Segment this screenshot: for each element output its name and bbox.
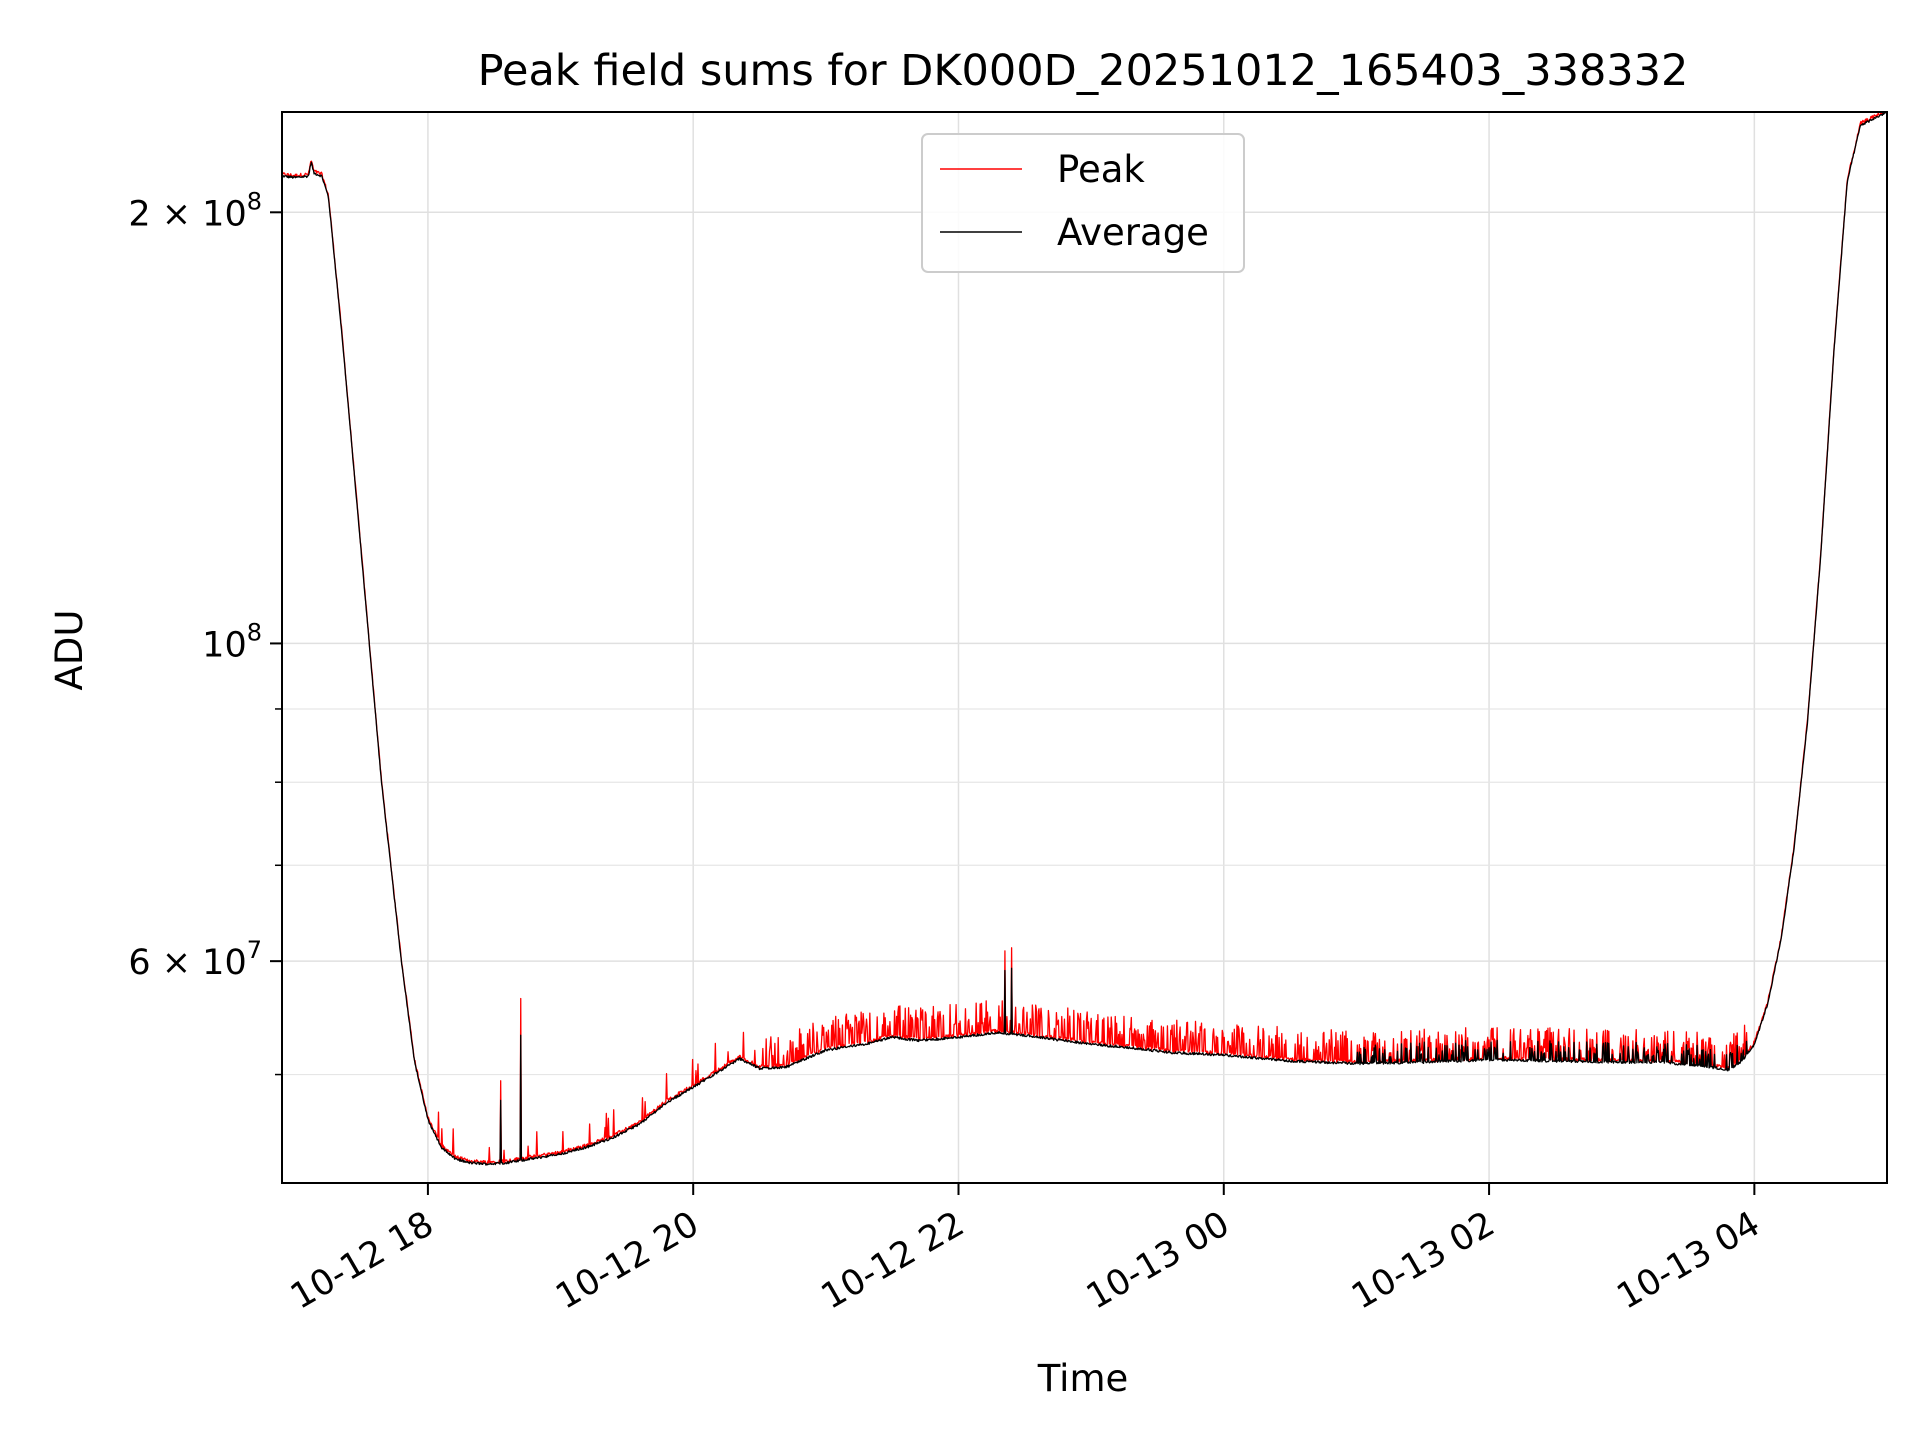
x-tick-label: 10-12 18 bbox=[284, 1204, 440, 1317]
y-axis: 6 × 107 108 2 × 108 bbox=[128, 187, 282, 1076]
legend-peak-label: Peak bbox=[1057, 148, 1145, 191]
plot-frame bbox=[281, 111, 1888, 1184]
chart-title: Peak field sums for DK000D_20251012_1654… bbox=[478, 46, 1689, 96]
y-axis-label: ADU bbox=[48, 610, 91, 691]
y-tick-label: 108 bbox=[202, 618, 262, 665]
x-tick-label: 10-13 04 bbox=[1611, 1204, 1767, 1317]
x-tick-label: 10-12 22 bbox=[815, 1204, 971, 1317]
y-tick-label: 6 × 107 bbox=[128, 936, 262, 983]
y-tick-label: 2 × 108 bbox=[128, 187, 262, 234]
x-tick-label: 10-13 00 bbox=[1080, 1204, 1236, 1317]
average-series-line bbox=[282, 112, 1887, 1166]
x-axis-label: Time bbox=[1037, 1357, 1129, 1400]
legend: Peak Average bbox=[921, 133, 1245, 273]
legend-average-label: Average bbox=[1057, 211, 1209, 254]
series-layer bbox=[282, 112, 1887, 1166]
x-axis: 10-12 18 10-12 20 10-12 22 10-13 00 10-13 02… bbox=[284, 1183, 1767, 1317]
x-tick-label: 10-13 02 bbox=[1345, 1204, 1501, 1317]
x-tick-label: 10-12 20 bbox=[549, 1204, 705, 1317]
